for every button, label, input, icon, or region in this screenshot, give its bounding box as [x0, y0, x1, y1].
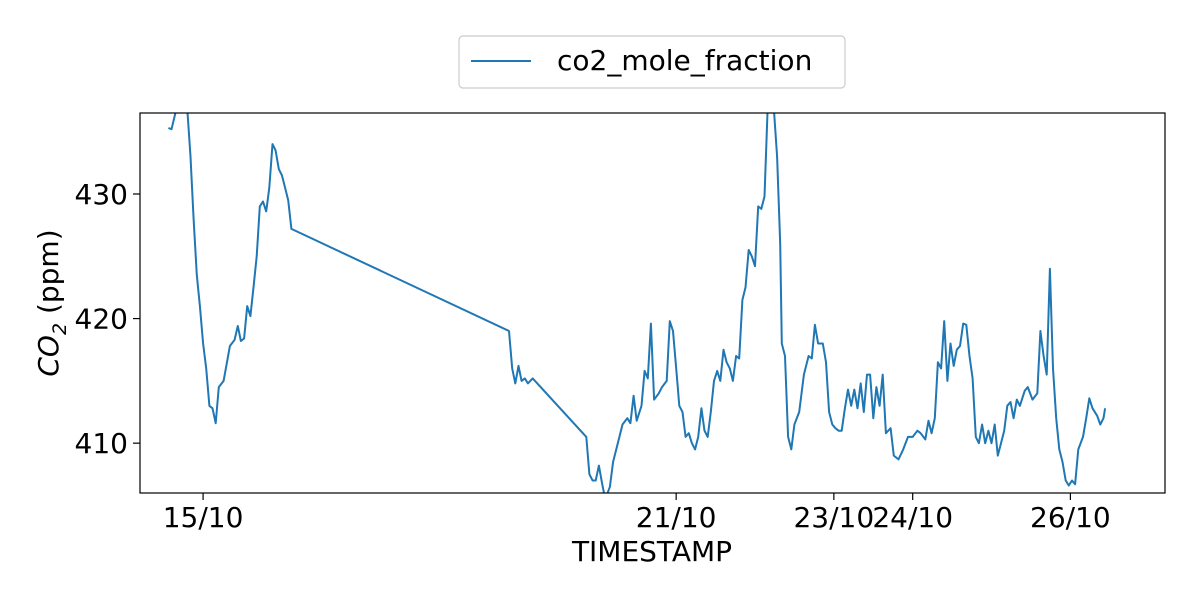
x-tick-label: 21/10 [636, 501, 717, 534]
x-tick-label: 24/10 [872, 501, 953, 534]
plot-area-frame [139, 112, 1166, 494]
y-axis-label-unit: (ppm) [32, 229, 65, 323]
y-axis-label-subscript: 2 [49, 323, 71, 335]
y-tick-label: 410 [75, 427, 128, 460]
x-tick-label: 15/10 [163, 501, 244, 534]
y-axis-label: CO2 (ppm) [32, 229, 71, 376]
x-tick-label: 23/10 [793, 501, 874, 534]
x-tick-label: 26/10 [1030, 501, 1111, 534]
y-axis: 410 420 430 [75, 178, 140, 460]
y-tick-label: 430 [75, 178, 128, 211]
series-line-co2-mole-fraction [168, 113, 1107, 493]
legend: co2_mole_fraction [458, 35, 846, 89]
x-axis-label: TIMESTAMP [571, 535, 732, 568]
legend-frame [458, 35, 846, 89]
y-axis-label-main: CO [32, 335, 65, 377]
y-tick-label: 420 [75, 303, 128, 336]
legend-series-label: co2_mole_fraction [557, 44, 812, 77]
